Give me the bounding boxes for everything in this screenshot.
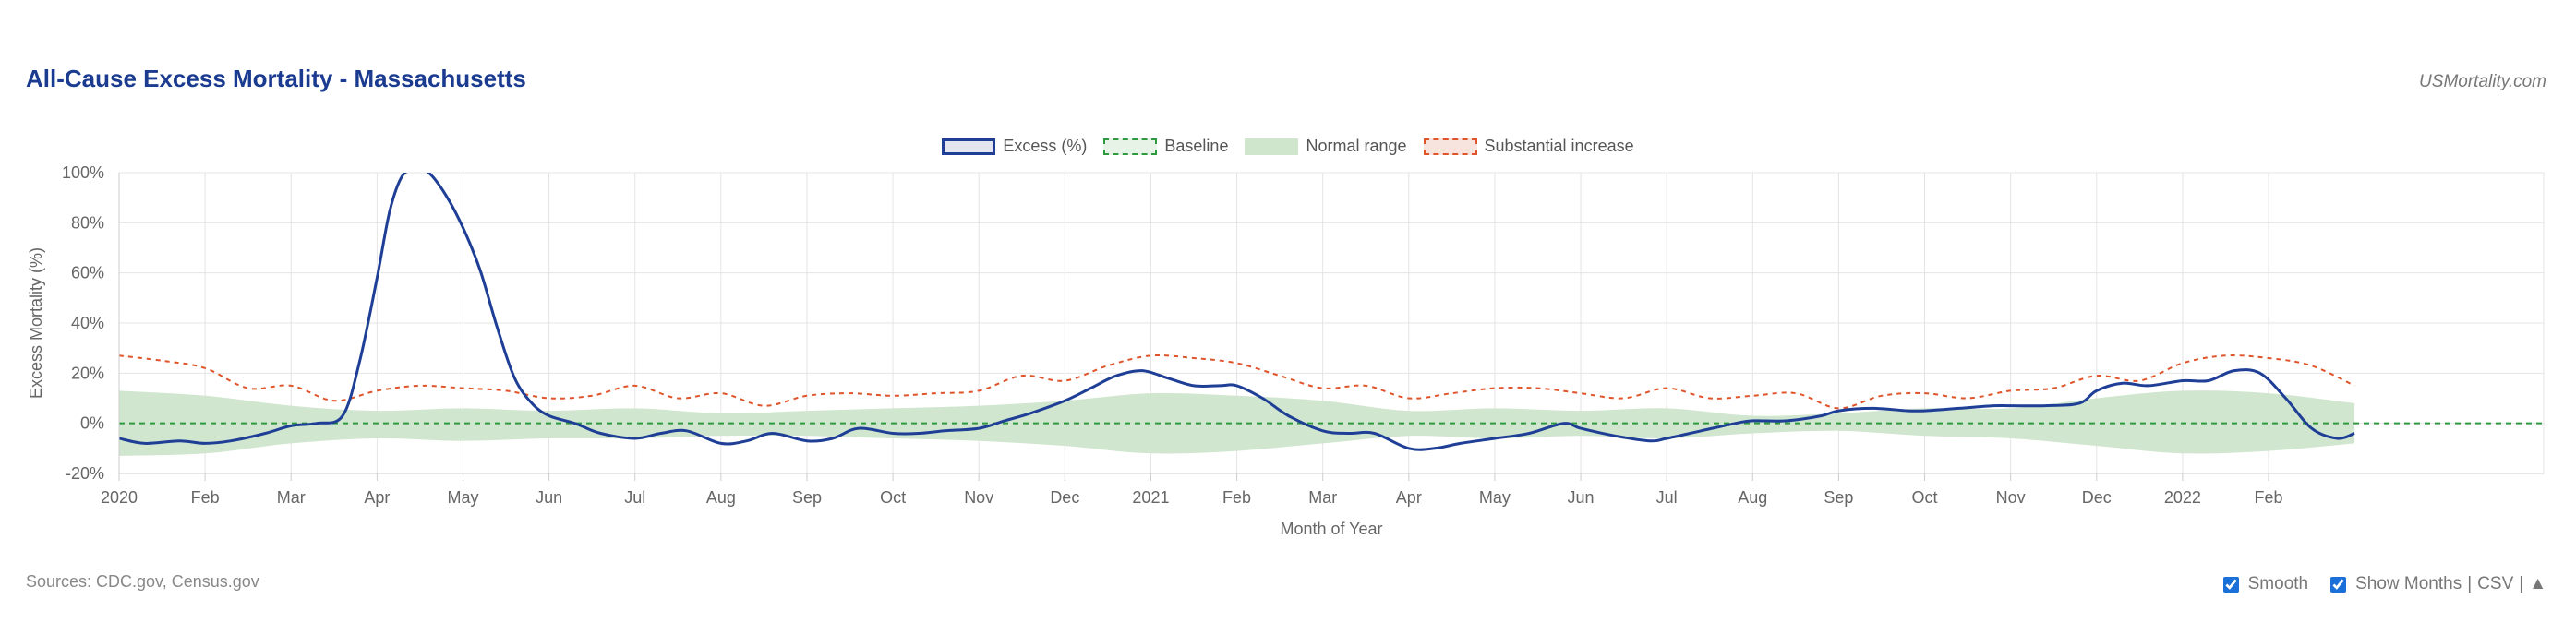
chart-controls: Smooth Show Months | CSV | ▲ bbox=[2222, 574, 2546, 594]
separator-2: | bbox=[2519, 574, 2524, 593]
x-axis-title: Month of Year bbox=[1280, 520, 1382, 538]
x-tick-label: Jul bbox=[624, 488, 645, 507]
x-tick-label: Jul bbox=[1656, 488, 1678, 507]
series-lines bbox=[118, 173, 2544, 451]
substantial-increase-line bbox=[118, 353, 2355, 410]
x-tick-label: Mar bbox=[1308, 488, 1337, 507]
legend-label-normal-range: Normal range bbox=[1306, 137, 1407, 155]
x-tick-label: Apr bbox=[364, 488, 390, 507]
legend-swatch-substantial-increase bbox=[1423, 138, 1477, 155]
y-tick-label: 80% bbox=[71, 213, 104, 232]
show-months-checkbox[interactable] bbox=[2330, 576, 2347, 593]
x-tick-label: Jun bbox=[1568, 488, 1595, 507]
legend-swatch-excess bbox=[942, 138, 996, 155]
x-tick-label: Apr bbox=[1396, 488, 1422, 507]
y-tick-label: 0% bbox=[80, 414, 104, 433]
x-tick-label: Mar bbox=[277, 488, 306, 507]
legend-swatch-normal-range bbox=[1245, 138, 1299, 155]
y-tick-label: 40% bbox=[71, 314, 104, 332]
separator-1: | bbox=[2467, 574, 2473, 593]
legend-item-excess[interactable]: Excess (%) bbox=[942, 137, 1087, 156]
x-tick-label: Oct bbox=[1912, 488, 1938, 507]
legend-item-substantial-increase[interactable]: Substantial increase bbox=[1423, 137, 1634, 156]
legend-label-baseline: Baseline bbox=[1164, 137, 1229, 155]
csv-link[interactable]: CSV bbox=[2477, 574, 2514, 593]
x-tick-label: Dec bbox=[1050, 488, 1079, 507]
x-tick-label: 2020 bbox=[101, 488, 138, 507]
y-axis-title: Excess Mortality (%) bbox=[27, 247, 45, 399]
x-tick-label: Jun bbox=[536, 488, 562, 507]
x-tick-label: Nov bbox=[1996, 488, 2026, 507]
brand-watermark: USMortality.com bbox=[2419, 72, 2546, 91]
legend-label-substantial-increase: Substantial increase bbox=[1484, 137, 1634, 155]
y-tick-label: 60% bbox=[71, 264, 104, 282]
x-tick-label: Oct bbox=[880, 488, 906, 507]
sources-note: Sources: CDC.gov, Census.gov bbox=[26, 572, 259, 591]
legend-item-baseline[interactable]: Baseline bbox=[1103, 137, 1228, 156]
axes: -20% 0% 20% 40% 60% 80% 100% 2020 Feb Mar Apr May Ju… bbox=[62, 163, 2544, 507]
chart-title: All-Cause Excess Mortality - Massachuset… bbox=[26, 65, 526, 92]
x-tick-label: Feb bbox=[1222, 488, 1251, 507]
x-tick-label: Aug bbox=[1738, 488, 1767, 507]
y-tick-label: -20% bbox=[66, 464, 104, 483]
smooth-label: Smooth bbox=[2247, 574, 2309, 593]
chart-legend: Excess (%) Baseline Normal range Substan… bbox=[0, 137, 2576, 156]
x-tick-label: Nov bbox=[964, 488, 993, 507]
x-tick-label: Sep bbox=[1824, 488, 1853, 507]
show-months-label: Show Months bbox=[2355, 574, 2462, 593]
x-tick-label: Feb bbox=[2254, 488, 2282, 507]
x-tick-label: Sep bbox=[792, 488, 822, 507]
x-tick-label: Dec bbox=[2082, 488, 2112, 507]
y-tick-label: 20% bbox=[71, 364, 104, 382]
x-tick-label: Aug bbox=[706, 488, 736, 507]
legend-item-normal-range[interactable]: Normal range bbox=[1245, 137, 1407, 156]
smooth-checkbox[interactable] bbox=[2222, 576, 2239, 593]
x-tick-label: 2021 bbox=[1132, 488, 1169, 507]
x-tick-label: 2022 bbox=[2164, 488, 2201, 507]
legend-label-excess: Excess (%) bbox=[1003, 137, 1088, 155]
excess-series-line bbox=[119, 173, 2355, 451]
x-tick-label: May bbox=[447, 488, 478, 507]
y-tick-label: 100% bbox=[62, 163, 104, 182]
x-tick-label: Feb bbox=[191, 488, 220, 507]
legend-swatch-baseline bbox=[1103, 138, 1158, 155]
x-tick-label: May bbox=[1479, 488, 1511, 507]
scroll-up-icon[interactable]: ▲ bbox=[2529, 574, 2546, 593]
